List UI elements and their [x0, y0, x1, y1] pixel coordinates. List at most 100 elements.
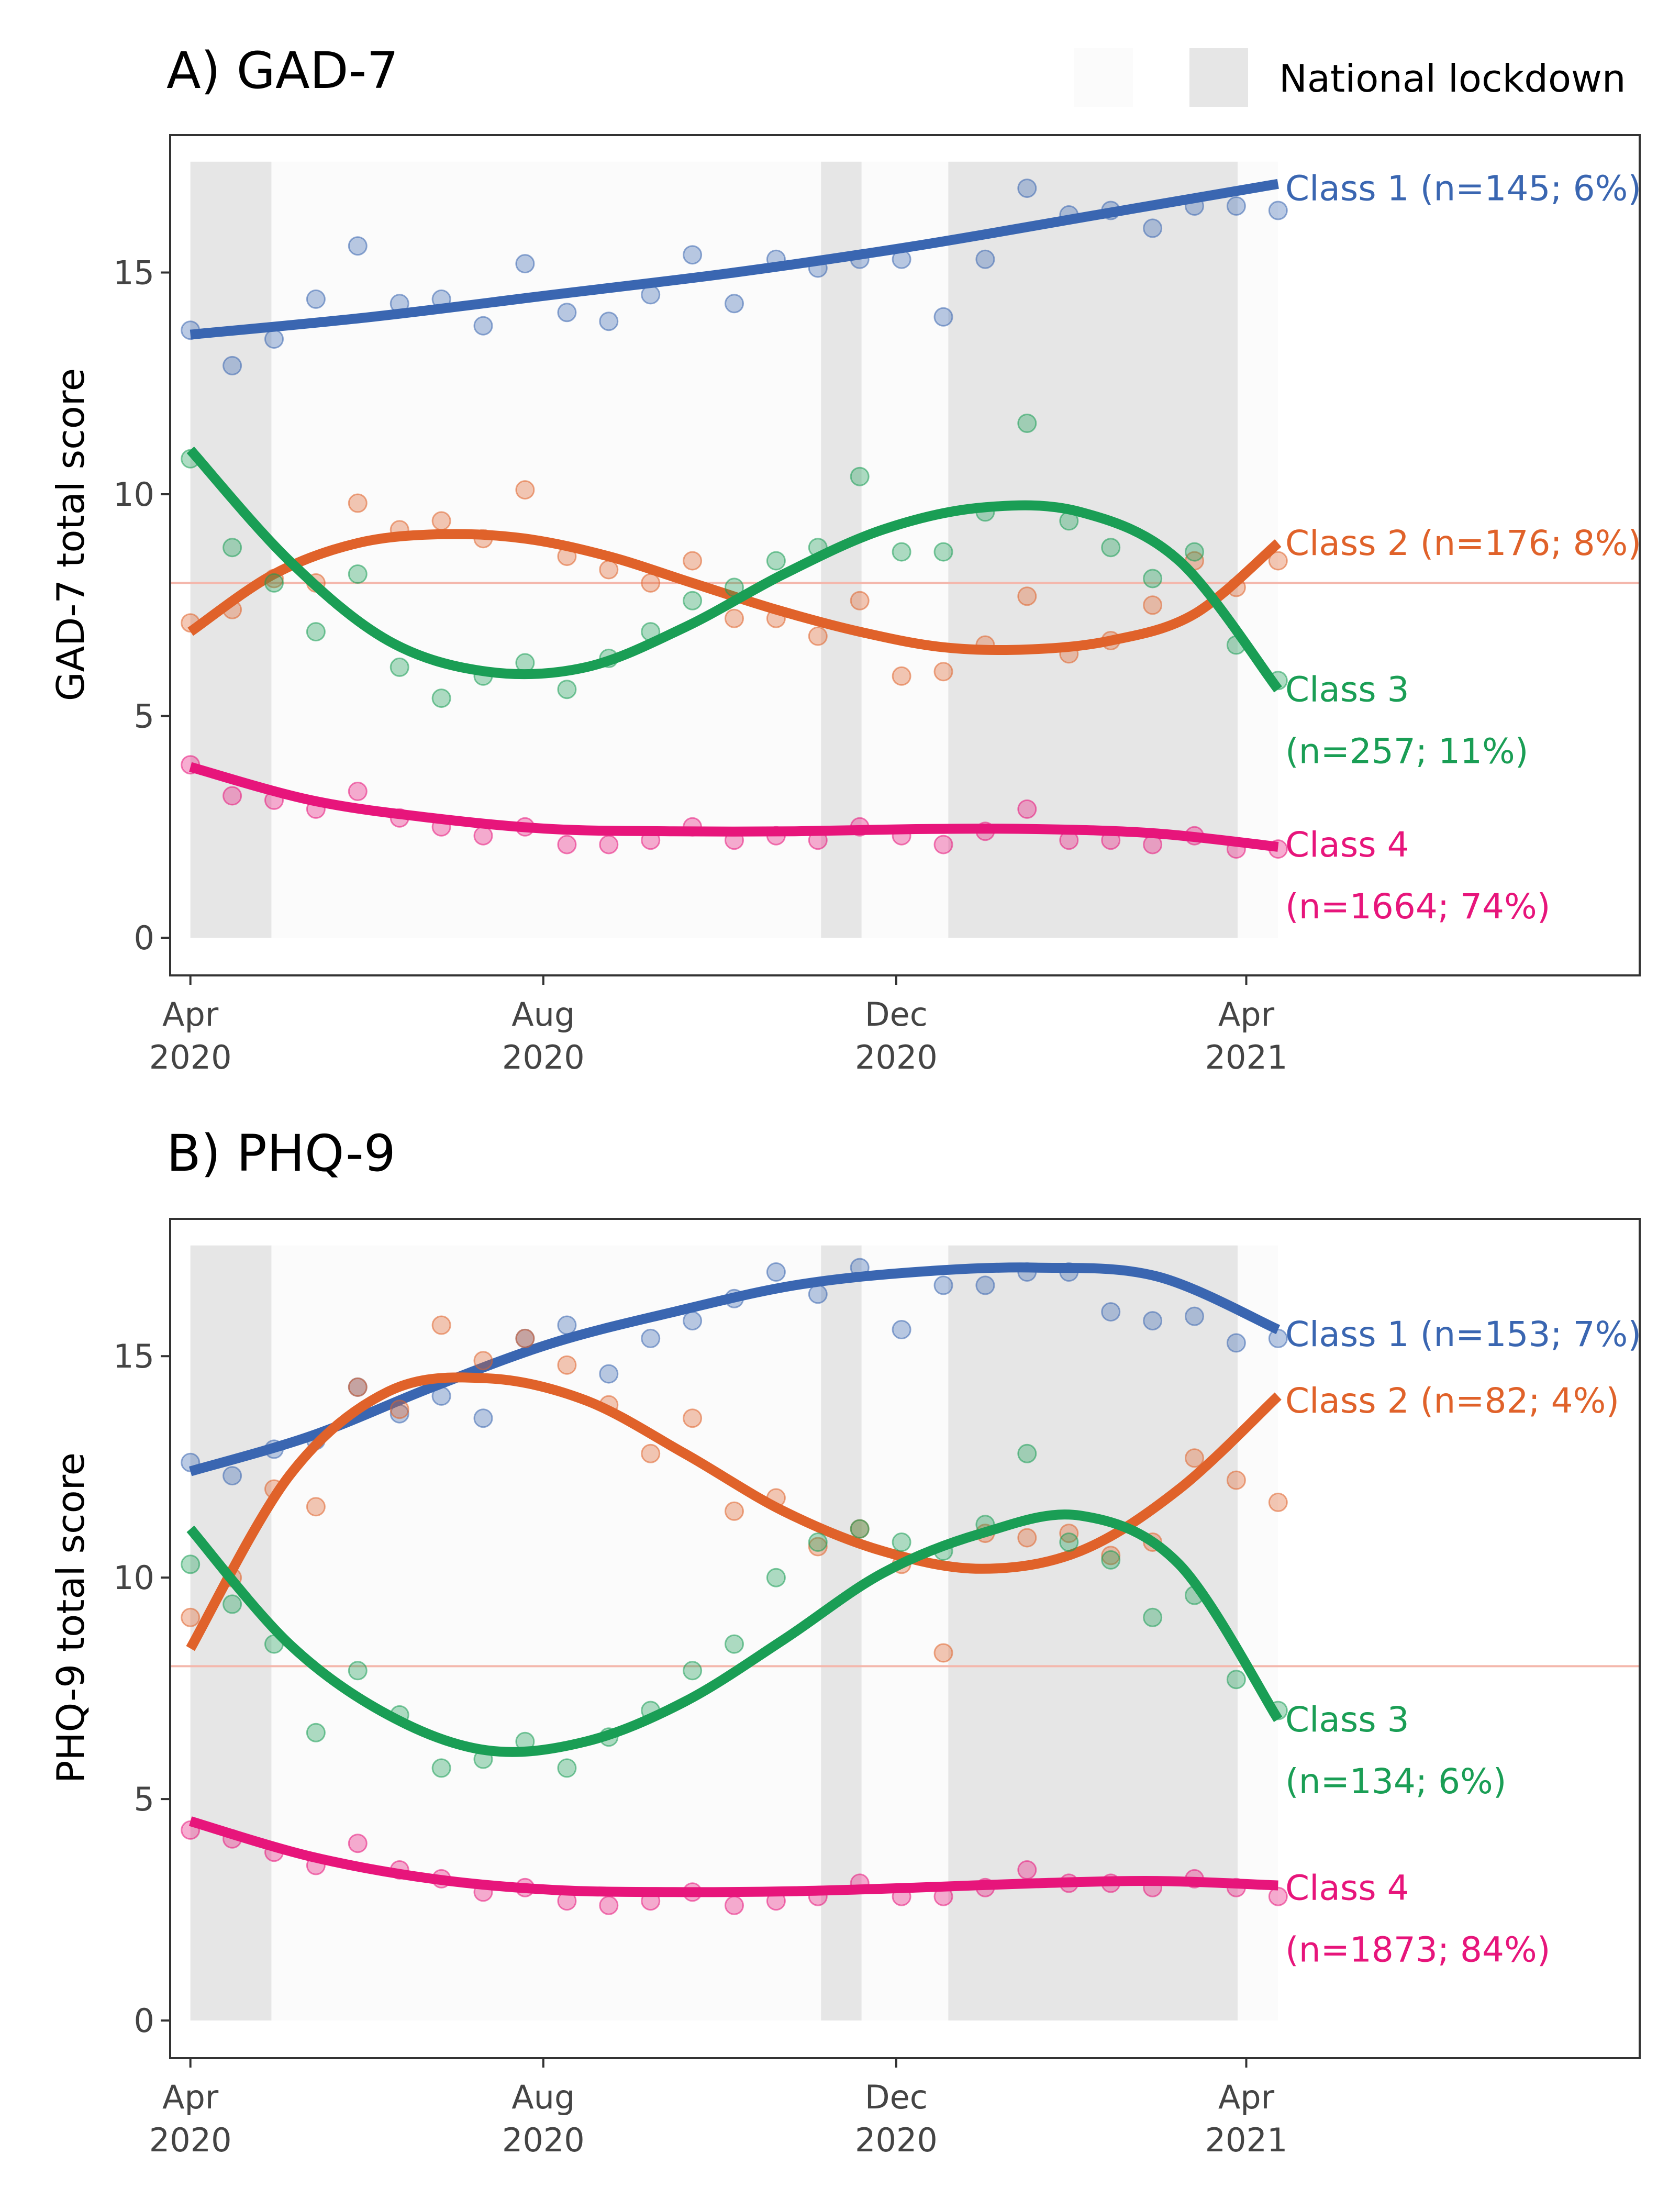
data-point: [808, 1532, 828, 1552]
data-point: [306, 289, 326, 309]
data-point: [1268, 1492, 1288, 1512]
x-tick-label: Apr: [1218, 995, 1275, 1034]
x-tick-label: 2020: [502, 2121, 585, 2159]
data-point: [264, 329, 284, 349]
data-point: [348, 564, 368, 584]
data-point: [1017, 414, 1037, 433]
data-point: [473, 826, 493, 846]
x-tick-label: Dec: [865, 995, 928, 1034]
data-point: [1268, 1328, 1288, 1348]
x-tick-label: 2021: [1205, 2121, 1288, 2159]
data-point: [515, 480, 535, 500]
data-point: [557, 1758, 577, 1778]
data-point: [557, 1315, 577, 1335]
series-label: (n=1664; 74%): [1285, 886, 1551, 927]
data-point: [1101, 1550, 1121, 1570]
data-point: [1059, 1532, 1079, 1552]
fit-line: [189, 1816, 1278, 1897]
data-point: [933, 662, 953, 682]
x-tick-label: 2020: [502, 1038, 585, 1076]
data-point: [181, 1607, 201, 1627]
data-point: [641, 1328, 661, 1348]
data-point: [683, 245, 703, 265]
data-point: [599, 560, 619, 580]
series-label: (n=257; 11%): [1285, 731, 1529, 772]
data-point: [808, 1284, 828, 1304]
fit-line: [190, 179, 1279, 340]
legend: National lockdown: [1074, 48, 1626, 107]
data-point: [975, 249, 995, 269]
legend-key-no-lockdown: [1074, 48, 1133, 107]
data-point: [1143, 569, 1163, 588]
data-point: [473, 316, 493, 336]
data-point: [181, 1554, 201, 1574]
series-class3: Class 3 (n=134; 6%): [181, 1443, 1507, 1802]
panel-title-gad7: A) GAD-7: [166, 41, 398, 100]
data-point: [892, 542, 911, 562]
data-point: [599, 312, 619, 331]
data-point: [1101, 1302, 1121, 1322]
data-point: [222, 538, 242, 558]
data-point: [348, 1661, 368, 1681]
data-point: [515, 653, 535, 673]
data-point: [222, 786, 242, 806]
series-label: Class 1 (n=153; 7%): [1285, 1314, 1641, 1354]
data-point: [431, 688, 451, 708]
data-point: [515, 254, 535, 274]
x-tick-label: Apr: [162, 995, 219, 1034]
data-point: [850, 467, 870, 486]
series-label: Class 3: [1285, 1700, 1409, 1740]
data-point: [683, 591, 703, 610]
data-point: [1017, 1528, 1037, 1548]
data-point: [1101, 538, 1121, 558]
series-class3: Class 3 (n=257; 11%): [181, 414, 1529, 772]
data-point: [933, 835, 953, 854]
data-point: [766, 551, 786, 571]
data-point: [1017, 1860, 1037, 1880]
series-class4: Class 4 (n=1664; 74%): [181, 755, 1551, 927]
data-point: [1185, 1448, 1204, 1468]
data-point: [1226, 1333, 1246, 1353]
data-point: [473, 1351, 493, 1371]
series-class2: Class 2 (n=82; 4%): [181, 1315, 1619, 1663]
data-point: [683, 1311, 703, 1331]
fit-line: [186, 446, 1282, 693]
data-point: [933, 1643, 953, 1663]
data-point: [348, 236, 368, 256]
x-tick-label: 2020: [149, 2121, 232, 2159]
y-tick-label: 0: [134, 919, 154, 957]
data-point: [431, 1758, 451, 1778]
y-tick-label: 5: [134, 697, 154, 736]
data-point: [222, 1594, 242, 1614]
data-point: [557, 303, 577, 323]
data-point: [975, 1275, 995, 1295]
data-point: [1143, 1311, 1163, 1331]
y-tick-label: 5: [134, 1780, 154, 1818]
data-point: [808, 626, 828, 646]
data-point: [1017, 586, 1037, 606]
series-label: Class 4: [1285, 825, 1409, 865]
fit-line: [189, 762, 1279, 852]
data-point: [1185, 1306, 1204, 1326]
series-class1: Class 1 (n=145; 6%): [181, 169, 1641, 375]
series-label: Class 3: [1285, 670, 1409, 710]
data-point: [222, 1466, 242, 1486]
lockdown-band-1: [190, 161, 272, 938]
series-label: Class 1 (n=145; 6%): [1285, 169, 1641, 209]
legend-label: National lockdown: [1279, 57, 1626, 101]
data-point: [348, 1834, 368, 1853]
plot-frame: [169, 1218, 1641, 2059]
y-tick-label: 15: [113, 254, 154, 292]
y-tick-label: 0: [134, 2002, 154, 2040]
data-point: [850, 591, 870, 610]
series-label: (n=134; 6%): [1285, 1761, 1507, 1802]
panel-phq9: B) PHQ-9 PHQ-9 total score 0 5 10 15 Apr 2020…: [49, 1124, 1641, 2159]
data-point: [725, 294, 744, 314]
data-point: [306, 1497, 326, 1517]
data-point: [348, 493, 368, 513]
data-point: [1268, 1886, 1288, 1906]
series-label: Class 2 (n=82; 4%): [1285, 1381, 1619, 1421]
series-label: (n=1873; 84%): [1285, 1929, 1551, 1970]
x-tick-label: 2020: [149, 1038, 232, 1076]
